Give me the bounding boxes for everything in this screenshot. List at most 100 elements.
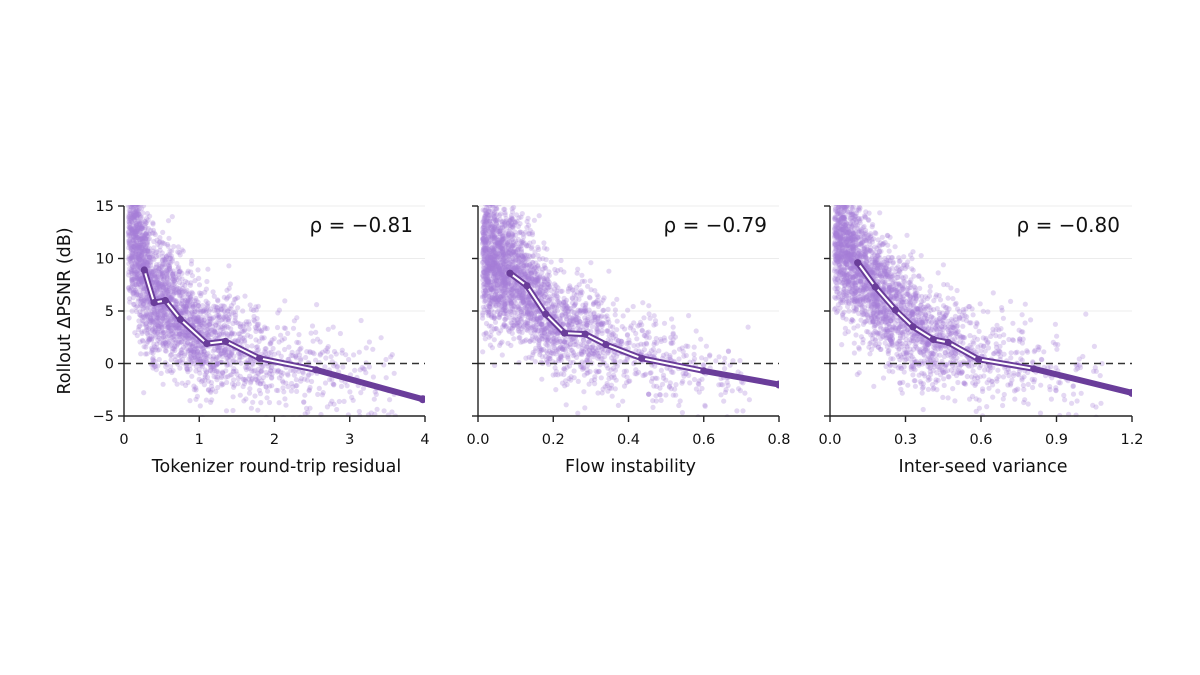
scatter-point (163, 364, 169, 370)
scatter-point (140, 205, 147, 209)
scatter-point (138, 295, 144, 301)
scatter-point (296, 332, 302, 338)
scatter-point (130, 176, 135, 181)
scatter-point (187, 343, 193, 349)
scatter-point (138, 296, 144, 302)
scatter-point (287, 417, 292, 422)
scatter-point (159, 293, 165, 299)
scatter-point (527, 300, 533, 306)
scatter-point (305, 359, 311, 366)
scatter-point (142, 351, 149, 357)
scatter-point (142, 259, 148, 265)
scatter-point (136, 193, 141, 198)
scatter-point (142, 258, 148, 264)
scatter-point (149, 273, 155, 279)
x-axis-label: Tokenizer round-trip residual (151, 457, 401, 477)
scatter-point (141, 256, 147, 262)
scatter-point (199, 363, 206, 369)
scatter-point (189, 311, 195, 317)
scatter-point (255, 303, 261, 309)
scatter-point (220, 329, 226, 335)
scatter-point (189, 320, 195, 327)
scatter-point (139, 235, 145, 241)
scatter-point (221, 294, 227, 300)
scatter-point (166, 285, 172, 291)
scatter-point (129, 230, 136, 236)
scatter-point (310, 433, 315, 438)
scatter-point (217, 344, 223, 350)
scatter-point (127, 210, 133, 216)
scatter-point (331, 401, 337, 407)
scatter-point (129, 197, 134, 202)
scatter-point (669, 316, 675, 322)
scatter-point (218, 375, 224, 381)
scatter-point (142, 262, 148, 268)
scatter-point (166, 322, 172, 328)
scatter-point (142, 219, 148, 225)
trend-point (140, 266, 148, 274)
scatter-point (605, 306, 611, 312)
scatter-point (138, 351, 144, 357)
scatter-point (137, 278, 143, 284)
scatter-point (131, 243, 137, 249)
scatter-point (142, 299, 149, 305)
scatter-point (626, 378, 632, 384)
scatter-point (135, 205, 141, 208)
scatter-point (206, 332, 212, 338)
scatter-point (612, 367, 619, 373)
scatter-point (135, 251, 141, 257)
scatter-point (200, 320, 206, 326)
scatter-point (161, 273, 167, 280)
scatter-point (207, 353, 213, 359)
scatter-point (128, 260, 134, 266)
scatter-point (264, 325, 270, 332)
scatter-point (235, 338, 241, 344)
scatter-point (167, 317, 174, 323)
scatter-point (147, 315, 153, 321)
scatter-point (174, 343, 180, 349)
scatter-point (253, 337, 259, 343)
scatter-point (133, 248, 139, 254)
scatter-point (536, 213, 542, 219)
scatter-point (163, 344, 169, 350)
scatter-point (279, 378, 285, 384)
scatter-point (330, 324, 336, 330)
scatter-point (131, 240, 137, 246)
scatter-point (132, 181, 137, 186)
scatter-point (144, 305, 150, 311)
scatter-point (130, 209, 136, 215)
scatter-point (172, 343, 178, 349)
scatter-point (146, 325, 152, 331)
scatter-point (130, 192, 135, 197)
scatter-point (134, 303, 140, 309)
scatter-point (140, 318, 147, 324)
scatter-point (483, 174, 488, 179)
scatter-point (598, 375, 604, 381)
scatter-point (133, 250, 139, 256)
scatter-point (170, 279, 176, 285)
scatter-point (686, 372, 692, 378)
scatter-point (360, 366, 366, 372)
scatter-point (562, 308, 568, 314)
scatter-point (187, 314, 193, 320)
scatter-point (129, 276, 135, 282)
scatter-point (168, 295, 175, 301)
scatter-point (133, 213, 139, 219)
scatter-point (297, 346, 303, 352)
scatter-point (160, 330, 166, 336)
scatter-point (519, 272, 525, 278)
scatter-point (571, 368, 577, 374)
scatter-point (610, 301, 616, 307)
scatter-point (133, 308, 139, 315)
scatter-point (179, 281, 185, 287)
scatter-point (662, 337, 668, 344)
scatter-point (220, 326, 226, 332)
scatter-point (154, 237, 160, 243)
scatter-point (156, 239, 162, 245)
scatter-point (183, 310, 189, 316)
scatter-point (669, 369, 675, 375)
scatter-point (154, 341, 160, 347)
scatter-point (214, 332, 220, 338)
scatter-point (306, 372, 312, 378)
scatter-point (139, 258, 145, 264)
